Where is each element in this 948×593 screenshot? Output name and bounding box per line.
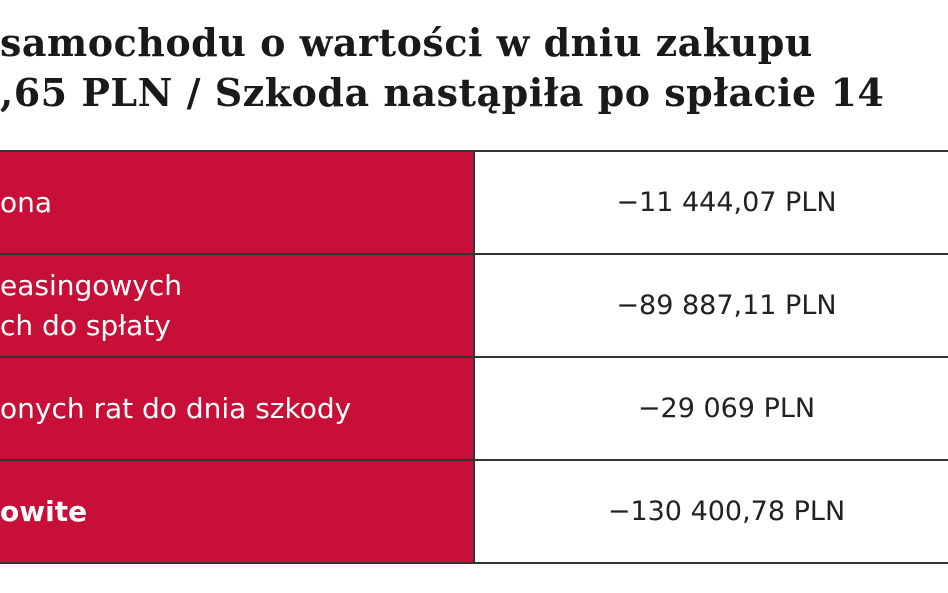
row-value: −130 400,78 PLN: [607, 496, 846, 527]
table: ona −11 444,07 PLN easingowych ch do spłaty…: [0, 150, 948, 564]
label-line: ona: [0, 185, 53, 219]
row-value: −11 444,07 PLN: [616, 187, 837, 218]
table-row: owite −130 400,78 PLN: [0, 461, 948, 564]
row-label: onych rat do dnia szkody: [0, 358, 475, 459]
label-line: easingowych: [0, 268, 183, 302]
row-label: owite: [0, 461, 475, 562]
row-label: easingowych ch do spłaty: [0, 255, 475, 356]
label-line: onych rat do dnia szkody: [0, 391, 352, 425]
row-value: −29 069 PLN: [637, 393, 816, 424]
label-line: owite: [0, 494, 88, 528]
row-value: −89 887,11 PLN: [616, 290, 837, 321]
row-label: ona: [0, 152, 475, 253]
table-row: easingowych ch do spłaty −89 887,11 PLN: [0, 255, 948, 358]
title-line: ,65 PLN / Szkoda nastąpiła po spłacie 14: [0, 70, 885, 115]
title-line: samochodu o wartości w dniu zakupu: [0, 20, 813, 65]
table-row: ona −11 444,07 PLN: [0, 152, 948, 255]
label-line: ch do spłaty: [0, 308, 171, 342]
table-row: onych rat do dnia szkody −29 069 PLN: [0, 358, 948, 461]
